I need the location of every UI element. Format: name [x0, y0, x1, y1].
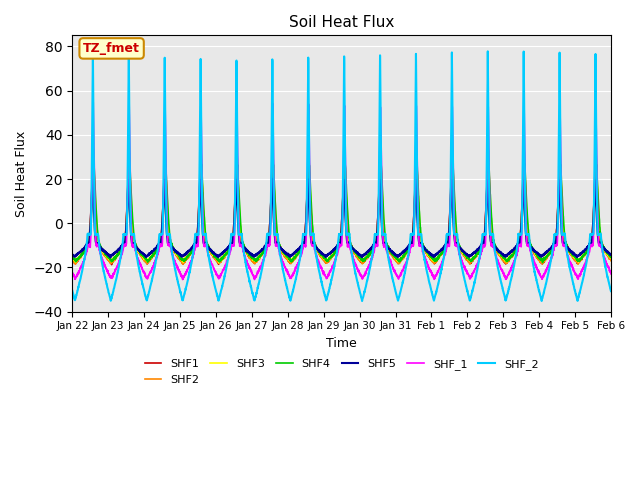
SHF5 — [394, 252, 402, 258]
Line: SHF3: SHF3 — [72, 160, 611, 263]
SHF4 — [556, 175, 564, 181]
SHF_2 — [404, 256, 412, 262]
SHF1 — [197, 143, 205, 148]
SHF3 — [219, 254, 227, 260]
SHF_1 — [556, 108, 564, 113]
SHF4 — [404, 249, 412, 255]
SHF4 — [68, 254, 76, 260]
SHF1 — [607, 257, 615, 263]
SHF5 — [607, 252, 614, 258]
SHF3 — [377, 157, 385, 163]
SHF2 — [404, 249, 412, 254]
SHF1 — [220, 254, 227, 260]
SHF4 — [394, 258, 402, 264]
SHF_2 — [184, 277, 191, 283]
SHF2 — [607, 258, 615, 264]
SHF5 — [219, 250, 227, 255]
SHF3 — [556, 164, 564, 169]
SHF2 — [197, 154, 205, 159]
SHF_1 — [607, 271, 615, 277]
SHF4 — [607, 254, 615, 260]
SHF3 — [607, 254, 614, 260]
SHF1 — [184, 253, 192, 259]
SHF5 — [556, 197, 564, 203]
SHF_1 — [184, 266, 192, 272]
Line: SHF5: SHF5 — [72, 179, 611, 257]
SHF5 — [404, 244, 412, 250]
Line: SHF1: SHF1 — [72, 145, 611, 264]
SHF4 — [607, 254, 614, 260]
SHF1 — [394, 259, 402, 264]
SHF2 — [179, 262, 187, 267]
SHF3 — [394, 258, 402, 264]
SHF_2 — [394, 297, 402, 303]
SHF4 — [90, 160, 98, 166]
SHF_2 — [556, 104, 564, 109]
SHF3 — [68, 254, 76, 260]
SHF_2 — [607, 288, 614, 294]
SHF_1 — [607, 269, 614, 275]
Text: TZ_fmet: TZ_fmet — [83, 42, 140, 55]
Line: SHF4: SHF4 — [72, 163, 611, 263]
SHF5 — [607, 252, 615, 257]
SHF2 — [220, 255, 227, 261]
SHF_1 — [220, 266, 227, 272]
SHF_2 — [484, 48, 492, 54]
SHF4 — [539, 260, 547, 265]
SHF3 — [215, 260, 223, 265]
SHF2 — [556, 156, 564, 162]
Line: SHF_2: SHF_2 — [72, 51, 611, 301]
Title: Soil Heat Flux: Soil Heat Flux — [289, 15, 394, 30]
SHF5 — [68, 252, 76, 258]
SHF3 — [184, 253, 191, 259]
SHF_2 — [358, 298, 366, 304]
SHF2 — [394, 260, 402, 266]
SHF_2 — [68, 288, 76, 294]
X-axis label: Time: Time — [326, 337, 357, 350]
SHF_2 — [607, 288, 615, 294]
SHF_1 — [394, 276, 402, 281]
SHF2 — [184, 255, 192, 261]
SHF1 — [68, 256, 76, 262]
SHF2 — [68, 257, 76, 263]
SHF5 — [184, 250, 192, 255]
SHF5 — [107, 254, 115, 260]
SHF2 — [607, 255, 614, 261]
SHF_1 — [125, 99, 133, 105]
SHF5 — [268, 176, 276, 181]
SHF4 — [219, 255, 227, 261]
SHF1 — [556, 145, 564, 151]
Y-axis label: Soil Heat Flux: Soil Heat Flux — [15, 131, 28, 216]
SHF1 — [607, 256, 614, 262]
SHF1 — [404, 246, 412, 252]
Line: SHF2: SHF2 — [72, 156, 611, 264]
SHF_1 — [404, 255, 412, 261]
SHF_2 — [219, 281, 227, 287]
SHF1 — [108, 262, 115, 267]
Legend: SHF1, SHF2, SHF3, SHF4, SHF5, SHF_1, SHF_2: SHF1, SHF2, SHF3, SHF4, SHF5, SHF_1, SHF… — [140, 355, 543, 389]
SHF3 — [607, 254, 615, 260]
SHF3 — [404, 248, 412, 253]
Line: SHF_1: SHF_1 — [72, 102, 611, 279]
SHF_1 — [179, 276, 186, 282]
SHF_1 — [68, 270, 76, 276]
SHF4 — [184, 254, 192, 260]
